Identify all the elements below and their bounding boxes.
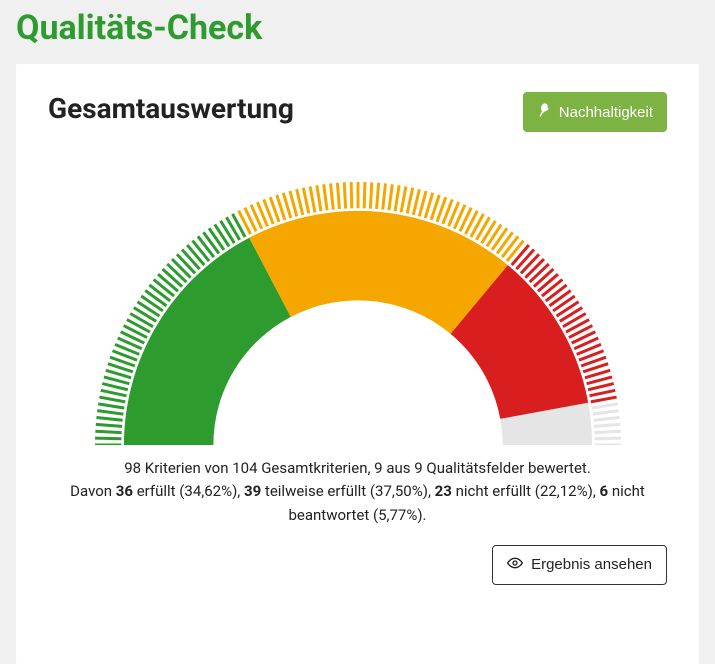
view-result-button-label: Ergebnis ansehen (531, 556, 652, 573)
gauge-chart (48, 180, 667, 445)
summary-line1: 98 Kriterien von 104 Gesamtkriterien, 9 … (48, 457, 667, 480)
leaf-icon (537, 102, 553, 122)
sustainability-button[interactable]: Nachhaltigkeit (523, 92, 667, 132)
card-title: Gesamtauswertung (48, 92, 294, 125)
sustainability-button-label: Nachhaltigkeit (559, 104, 653, 121)
summary-text: 98 Kriterien von 104 Gesamtkriterien, 9 … (48, 457, 667, 527)
evaluation-card: Gesamtauswertung Nachhaltigkeit 98 Krite… (16, 64, 699, 664)
eye-icon (507, 555, 523, 575)
gauge-svg (93, 180, 623, 445)
summary-line2: Davon 36 erfüllt (34,62%), 39 teilweise … (48, 480, 667, 527)
view-result-button[interactable]: Ergebnis ansehen (492, 545, 667, 585)
card-header: Gesamtauswertung Nachhaltigkeit (48, 92, 667, 132)
page-title: Qualitäts-Check (16, 8, 699, 48)
footer-actions: Ergebnis ansehen (48, 545, 667, 585)
